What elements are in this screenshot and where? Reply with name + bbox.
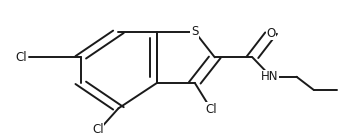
Text: Cl: Cl [205,103,216,116]
Text: O: O [266,27,276,40]
Text: S: S [191,25,198,38]
Text: Cl: Cl [92,123,104,136]
Text: Cl: Cl [15,51,27,64]
Text: HN: HN [261,70,278,83]
